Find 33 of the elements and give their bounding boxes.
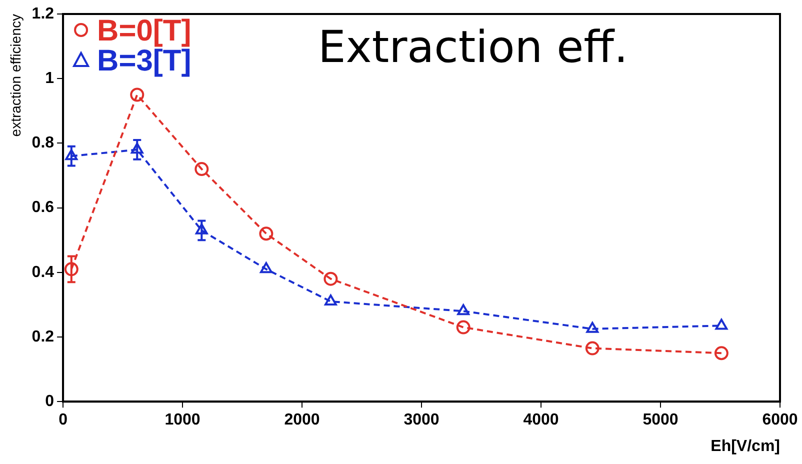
y-tick-label: 1 (45, 70, 54, 88)
point (714, 346, 728, 360)
point (194, 162, 209, 176)
y-tick-label: 1.2 (32, 5, 54, 22)
point (457, 304, 470, 316)
y-tick-label: 0 (45, 393, 54, 410)
point (130, 88, 144, 102)
point (259, 226, 274, 241)
y-axis-title: extraction efficiency (7, 14, 24, 137)
point (324, 294, 337, 306)
x-tick-label: 0 (58, 412, 68, 429)
x-axis-title: Eh[V/cm] (710, 438, 780, 455)
x-tick-label: 3000 (404, 412, 440, 429)
point (324, 272, 338, 286)
point (64, 262, 78, 276)
point (260, 262, 272, 274)
y-tick-label: 0.4 (32, 264, 54, 281)
point (130, 142, 144, 154)
x-tick-label: 6000 (762, 412, 798, 429)
x-tick-label: 5000 (642, 412, 678, 429)
point (586, 322, 599, 333)
point (195, 223, 208, 234)
point (715, 318, 728, 330)
point (65, 149, 78, 160)
point (585, 341, 600, 356)
x-tick-label: 2000 (284, 412, 320, 429)
point (456, 320, 470, 334)
y-tick-label: 0.6 (32, 199, 54, 216)
annotation: Extraction eff. (318, 22, 628, 73)
y-tick-label: 0.2 (32, 328, 54, 346)
x-tick-label: 1000 (164, 412, 200, 429)
x-tick-label: 4000 (523, 412, 559, 429)
y-tick-label: 0.8 (32, 134, 54, 152)
